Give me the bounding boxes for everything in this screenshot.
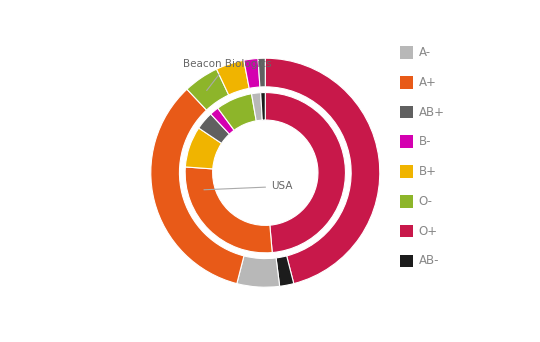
Bar [400, 106, 413, 118]
Wedge shape [185, 167, 272, 253]
Wedge shape [151, 89, 244, 284]
Text: O-: O- [418, 195, 433, 208]
Bar [400, 254, 413, 267]
Bar [400, 46, 413, 59]
Wedge shape [252, 93, 262, 121]
Wedge shape [237, 256, 280, 287]
Bar [400, 135, 413, 148]
Text: USA: USA [204, 182, 293, 192]
Text: B+: B+ [418, 165, 437, 178]
Wedge shape [265, 93, 346, 252]
Text: A+: A+ [418, 76, 437, 89]
Wedge shape [199, 114, 230, 143]
Text: A-: A- [418, 46, 431, 59]
Text: B-: B- [418, 135, 431, 148]
Wedge shape [261, 93, 265, 120]
Wedge shape [276, 256, 294, 286]
Wedge shape [244, 58, 260, 88]
Text: Beacon Biologics: Beacon Biologics [183, 59, 272, 91]
Wedge shape [187, 69, 229, 110]
Wedge shape [258, 58, 265, 87]
Bar [400, 76, 413, 89]
Bar [400, 195, 413, 208]
Text: AB-: AB- [418, 254, 439, 267]
Text: AB+: AB+ [418, 106, 445, 119]
Wedge shape [265, 58, 380, 284]
Bar [400, 225, 413, 237]
Wedge shape [211, 108, 234, 134]
Wedge shape [218, 94, 256, 130]
Wedge shape [185, 128, 221, 169]
Text: O+: O+ [418, 225, 438, 238]
Wedge shape [217, 60, 249, 95]
Bar [400, 165, 413, 178]
